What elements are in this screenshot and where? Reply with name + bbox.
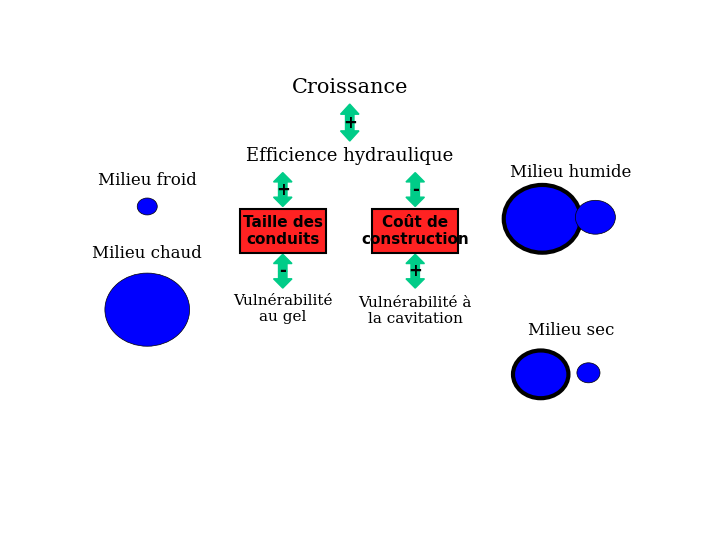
Ellipse shape (513, 350, 568, 398)
Ellipse shape (577, 363, 600, 383)
Text: -: - (279, 262, 286, 280)
Ellipse shape (575, 200, 616, 234)
Text: Coût de
construction: Coût de construction (361, 215, 469, 247)
Text: Milieu sec: Milieu sec (528, 322, 614, 339)
Ellipse shape (504, 185, 581, 253)
FancyBboxPatch shape (240, 209, 326, 253)
FancyArrow shape (274, 271, 292, 288)
Text: -: - (412, 180, 418, 199)
FancyArrow shape (406, 271, 425, 288)
FancyArrow shape (274, 254, 292, 271)
FancyArrow shape (274, 173, 292, 190)
Text: Croissance: Croissance (292, 78, 408, 97)
Text: Milieu humide: Milieu humide (510, 164, 631, 181)
Text: +: + (343, 113, 356, 132)
Text: Milieu chaud: Milieu chaud (92, 245, 202, 262)
Text: Milieu froid: Milieu froid (98, 172, 197, 189)
FancyArrow shape (341, 104, 359, 123)
Text: Taille des
conduits: Taille des conduits (243, 215, 323, 247)
Text: Vulnérabilité à
la cavitation: Vulnérabilité à la cavitation (359, 296, 472, 326)
FancyArrow shape (406, 254, 425, 271)
Ellipse shape (105, 273, 189, 346)
FancyArrow shape (406, 190, 425, 206)
Text: +: + (408, 262, 422, 280)
FancyArrow shape (406, 173, 425, 190)
FancyArrow shape (274, 190, 292, 206)
Text: Efficience hydraulique: Efficience hydraulique (246, 147, 454, 165)
Text: +: + (276, 180, 289, 199)
Text: Vulnérabilité
au gel: Vulnérabilité au gel (233, 294, 333, 324)
FancyBboxPatch shape (372, 209, 459, 253)
FancyArrow shape (341, 123, 359, 141)
Ellipse shape (138, 198, 157, 215)
